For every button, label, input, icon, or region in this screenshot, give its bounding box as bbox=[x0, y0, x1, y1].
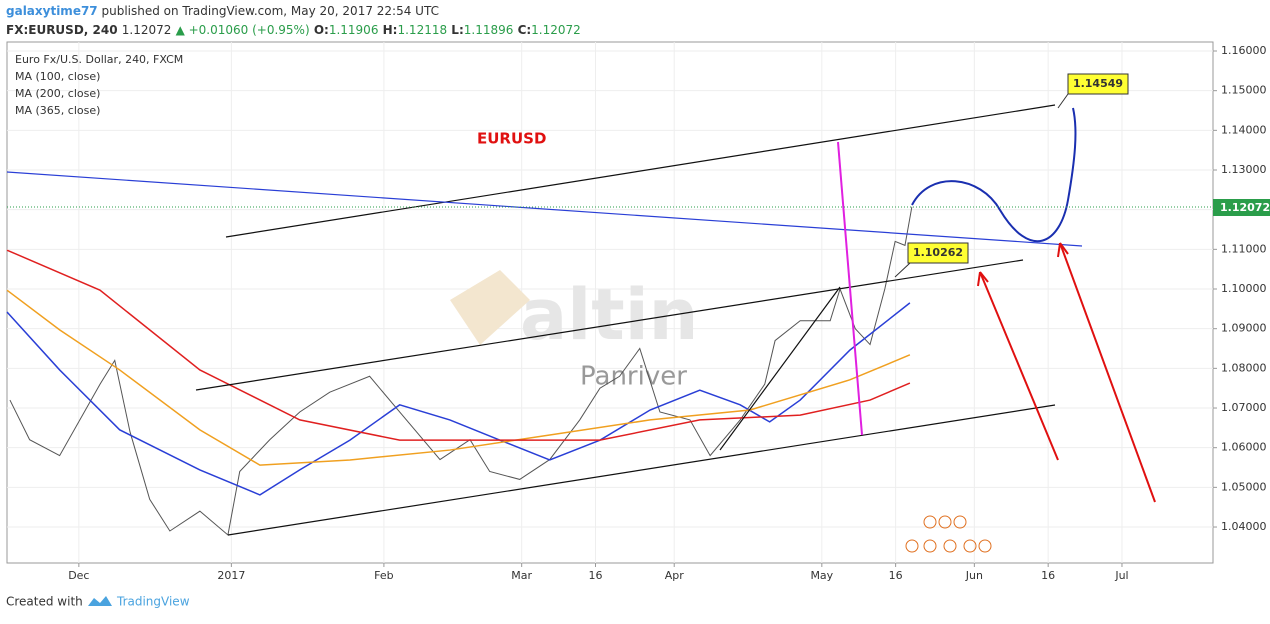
watermark: altin bbox=[520, 274, 699, 356]
target-pointer bbox=[1057, 93, 1069, 109]
projection-curve bbox=[911, 107, 1077, 243]
author[interactable]: galaxytime77 bbox=[6, 4, 98, 18]
trend-line bbox=[6, 171, 1083, 247]
published: published on TradingView.com, May 20, 20… bbox=[101, 4, 438, 18]
series-line bbox=[6, 249, 911, 441]
brand-logo bbox=[88, 596, 112, 606]
x-tick-label: 16 bbox=[1041, 569, 1055, 582]
o: 1.11906 bbox=[329, 23, 379, 37]
y-tick-label: 1.09000 bbox=[1221, 322, 1267, 335]
x-tick-label: Mar bbox=[511, 569, 532, 582]
x-tick-label: Jul bbox=[1114, 569, 1128, 582]
c-label: C: bbox=[518, 23, 532, 37]
legend: MA (100, close) MA (200, close) MA (365, c… bbox=[15, 70, 100, 117]
y-tick-label: 1.16000 bbox=[1221, 44, 1267, 57]
l: 1.11896 bbox=[464, 23, 514, 37]
h-label: H: bbox=[383, 23, 398, 37]
impulse-line bbox=[719, 286, 841, 451]
y-tick-label: 1.15000 bbox=[1221, 84, 1267, 97]
magenta-line bbox=[837, 141, 863, 436]
y-tick-label: 1.10000 bbox=[1221, 282, 1267, 295]
footer-brand[interactable]: TradingView bbox=[116, 595, 190, 609]
event-icons bbox=[905, 515, 992, 553]
o-label: O: bbox=[314, 23, 329, 37]
x-tick-label: 16 bbox=[588, 569, 602, 582]
support-pointer bbox=[894, 262, 911, 278]
h: 1.12118 bbox=[397, 23, 447, 37]
y-tick-label: 1.11000 bbox=[1221, 242, 1267, 255]
author-mark: Panriver bbox=[580, 362, 687, 392]
channel-bottom bbox=[227, 404, 1056, 536]
pair-label: EURUSD bbox=[477, 130, 546, 148]
support-box bbox=[907, 242, 969, 264]
y-tick-label: 1.06000 bbox=[1221, 441, 1267, 454]
y-tick-label: 1.04000 bbox=[1221, 520, 1267, 533]
symbol: FX:EURUSD, 240 bbox=[6, 23, 118, 37]
y-tick-label: 1.08000 bbox=[1221, 361, 1267, 374]
header-line: galaxytime77 published on TradingView.co… bbox=[6, 4, 439, 18]
y-tick-label: 1.14000 bbox=[1221, 123, 1267, 136]
support-label: 1.10262 bbox=[913, 246, 963, 259]
legend-entry: MA (200, close) bbox=[15, 87, 100, 100]
channel-mid bbox=[195, 259, 1024, 391]
footer-created: Created with bbox=[6, 595, 83, 609]
price-tag-label: 1.12072 bbox=[1220, 201, 1270, 214]
change: ▲ +0.01060 (+0.95%) bbox=[176, 23, 310, 37]
x-tick-label: 16 bbox=[889, 569, 903, 582]
l-label: L: bbox=[451, 23, 463, 37]
drawings bbox=[6, 104, 1156, 536]
c: 1.12072 bbox=[531, 23, 581, 37]
x-tick-label: Jun bbox=[965, 569, 983, 582]
watermark-logo bbox=[450, 270, 530, 345]
quote-line: FX:EURUSD, 240 1.12072 ▲ +0.01060 (+0.95… bbox=[6, 23, 581, 37]
y-tick-label: 1.07000 bbox=[1221, 401, 1267, 414]
chart-title: Euro Fx/U.S. Dollar, 240, FXCM bbox=[15, 53, 183, 66]
series-line bbox=[6, 289, 911, 466]
x-tick-label: Dec bbox=[68, 569, 89, 582]
target-box bbox=[1067, 73, 1129, 95]
arrows bbox=[977, 242, 1156, 503]
x-tick-label: Apr bbox=[665, 569, 685, 582]
legend-entry: MA (365, close) bbox=[15, 104, 100, 117]
y-tick-label: 1.05000 bbox=[1221, 480, 1267, 493]
plot-frame bbox=[6, 41, 1214, 564]
target-label: 1.14549 bbox=[1073, 77, 1123, 90]
x-tick-label: May bbox=[810, 569, 833, 582]
x-tick-label: Feb bbox=[374, 569, 393, 582]
series-line bbox=[9, 206, 913, 536]
grid: 1.04000 1.05000 1.06000 1.07000 1.08000 1.090… bbox=[7, 42, 1267, 582]
price-tag bbox=[1213, 199, 1270, 216]
legend-entry: MA (100, close) bbox=[15, 70, 100, 83]
y-tick-label: 1.13000 bbox=[1221, 163, 1267, 176]
plot bbox=[6, 206, 913, 536]
channel-top bbox=[225, 104, 1056, 238]
x-tick-label: 2017 bbox=[217, 569, 245, 582]
last: 1.12072 bbox=[122, 23, 172, 37]
